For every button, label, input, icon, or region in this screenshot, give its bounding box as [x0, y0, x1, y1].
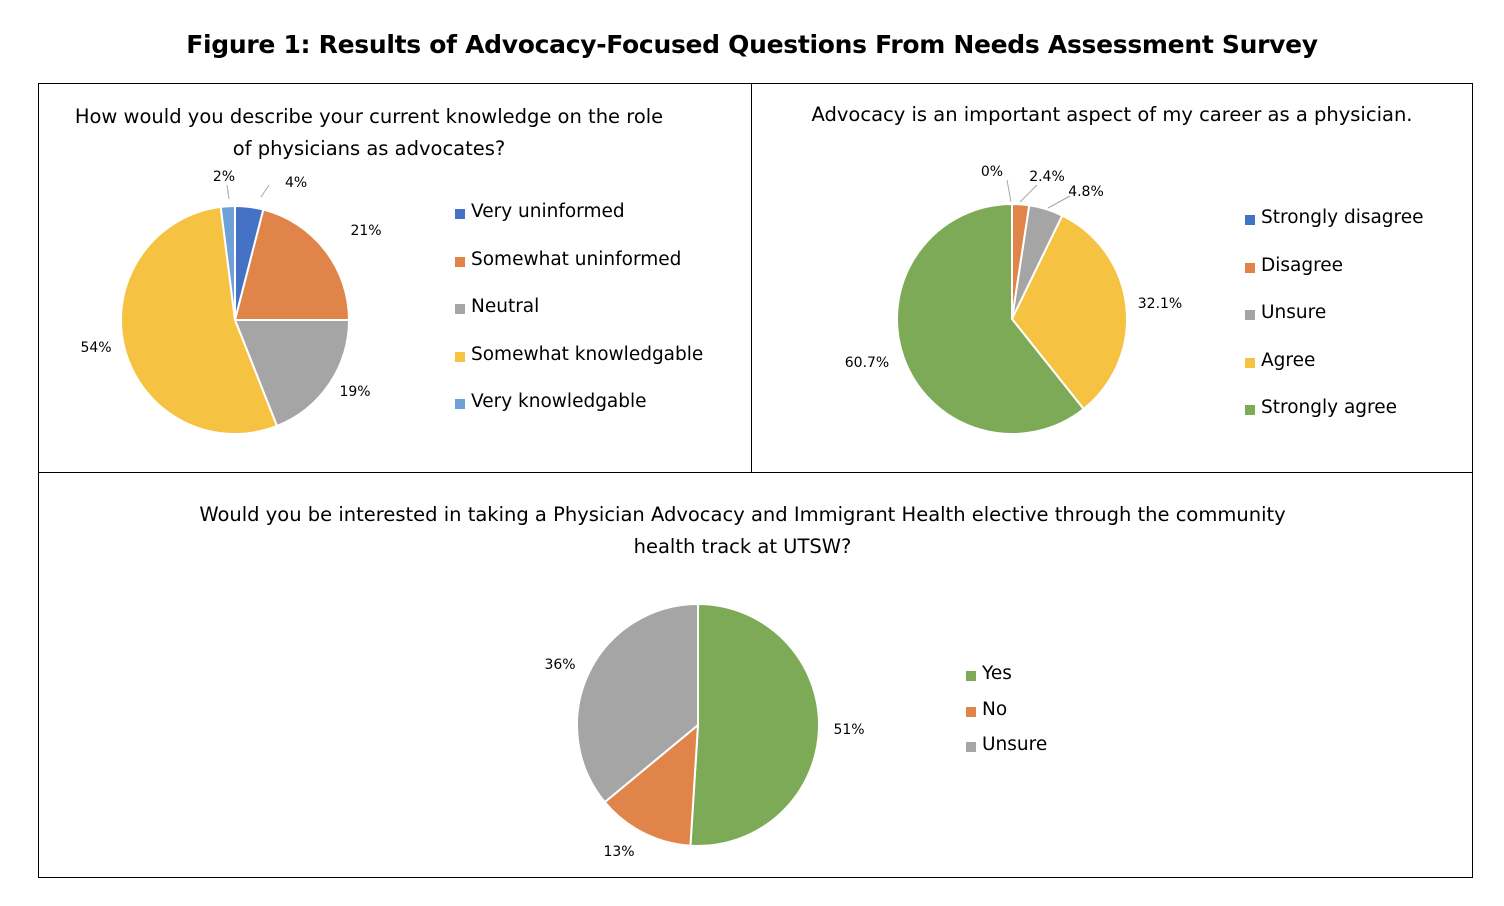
legend-swatch — [1245, 262, 1255, 273]
legend-swatch — [1245, 310, 1255, 320]
legend-swatch — [1245, 357, 1255, 368]
legend-label: Very uninformed — [471, 201, 625, 222]
chart-panel-knowledge: How would you describe your current know… — [38, 83, 752, 473]
pie-slice-somewhat-uninformed — [233, 208, 351, 321]
legend-swatch — [455, 351, 465, 362]
data-label: 2% — [213, 169, 235, 185]
leader-line — [260, 184, 270, 198]
legend-label: No — [982, 698, 1008, 720]
pie-chart-interest: 51% 13% 36% — [544, 602, 865, 860]
data-label: 60.7% — [845, 355, 889, 371]
data-label: 2.4% — [1029, 169, 1065, 185]
pie-slice-somewhat-knowledgable — [120, 205, 279, 435]
legend-swatch — [966, 742, 976, 752]
leader-line — [226, 184, 230, 200]
legend-label: Yes — [982, 663, 1012, 684]
pie-slice-very-knowledgable — [219, 204, 236, 321]
legend-label: Somewhat uninformed — [471, 248, 682, 270]
chart-title-line: Would you be interested in taking a Phys… — [199, 503, 1286, 526]
pie-chart-importance: 0% 2.4%4.8% 32.1% 60.7% — [845, 164, 1182, 435]
legend-swatch — [455, 304, 465, 314]
figure-title: Figure 1: Results of Advocacy-Focused Qu… — [186, 30, 1318, 59]
leader-line — [1019, 184, 1038, 203]
legend-swatch — [966, 706, 976, 717]
legend-label: Neutral — [471, 296, 540, 317]
pie-chart-knowledge: 4% 21% 19% 54% 2% — [80, 169, 382, 435]
pie-slice-agree — [1010, 214, 1128, 411]
chart-title-knowledge: How would you describe your current know… — [39, 101, 699, 165]
pie-slice-yes — [689, 602, 821, 847]
data-label: 32.1% — [1138, 296, 1182, 312]
legend-label: Unsure — [982, 734, 1048, 755]
pie-slice-neutral — [233, 319, 351, 428]
legend-label: Strongly agree — [1261, 397, 1397, 418]
legend-swatch — [455, 256, 465, 267]
chart-title-line: Advocacy is an important aspect of my ca… — [811, 103, 1413, 126]
legend-swatch — [1245, 215, 1255, 225]
pie-slice-unsure — [576, 602, 699, 804]
chart-title-importance: Advocacy is an important aspect of my ca… — [752, 99, 1472, 131]
legend-label: Unsure — [1261, 302, 1327, 323]
legend-swatch — [1245, 405, 1255, 415]
data-label: 4% — [285, 175, 307, 191]
data-label: 54% — [80, 340, 111, 356]
chart-title-line: How would you describe your current know… — [74, 105, 664, 128]
data-label: 21% — [350, 223, 381, 239]
data-label: 0% — [981, 164, 1003, 180]
chart-title-line: health track at UTSW? — [633, 535, 852, 558]
leader-line — [1006, 179, 1012, 203]
chart-title-line: of physicians as advocates? — [232, 137, 506, 160]
data-label: 51% — [833, 722, 864, 738]
chart-panel-importance: Advocacy is an important aspect of my ca… — [751, 83, 1473, 473]
data-label: 19% — [339, 384, 370, 400]
pie-slice-strongly-agree — [896, 202, 1086, 435]
leader-line — [1047, 195, 1071, 209]
legend-swatch — [455, 209, 465, 219]
chart-title-interest: Would you be interested in taking a Phys… — [39, 499, 1474, 563]
legend-label: Disagree — [1261, 254, 1344, 276]
data-label: 36% — [544, 657, 575, 673]
legend-label: Agree — [1261, 349, 1316, 371]
pie-slice-no — [603, 722, 700, 847]
chart-panel-interest: Would you be interested in taking a Phys… — [38, 472, 1473, 878]
legend-label: Somewhat knowledgable — [471, 343, 704, 365]
data-label: 13% — [603, 844, 634, 860]
legend-label: Strongly disagree — [1261, 207, 1424, 228]
legend-swatch — [966, 671, 976, 681]
data-label: 4.8% — [1068, 184, 1104, 200]
legend-swatch — [455, 399, 465, 409]
legend-label: Very knowledgable — [471, 391, 647, 412]
